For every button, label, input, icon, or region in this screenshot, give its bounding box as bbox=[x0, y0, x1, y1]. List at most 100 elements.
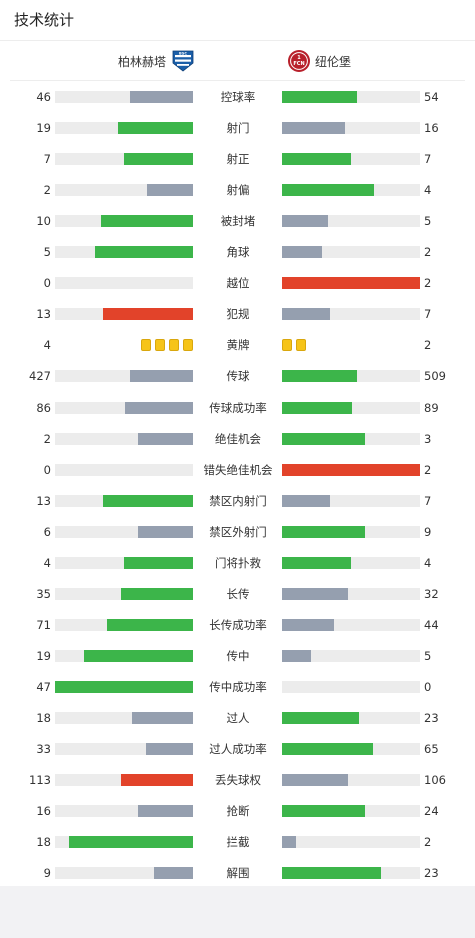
home-bar-fill bbox=[103, 308, 193, 320]
stat-row[interactable]: 19 射门 16 bbox=[0, 121, 475, 135]
home-bar-track bbox=[55, 370, 193, 382]
home-bar-track bbox=[55, 526, 193, 538]
home-bar-track bbox=[55, 246, 193, 258]
away-bar-fill bbox=[282, 588, 348, 600]
away-bar-track bbox=[282, 277, 420, 289]
home-value: 4 bbox=[43, 556, 51, 570]
away-value: 7 bbox=[424, 307, 432, 321]
away-bar-fill bbox=[282, 526, 365, 538]
away-bar-fill bbox=[282, 743, 373, 755]
away-bar-fill bbox=[282, 495, 330, 507]
stat-row[interactable]: 7 射正 7 bbox=[0, 152, 475, 166]
away-bar-track bbox=[282, 526, 420, 538]
stat-row[interactable]: 10 被封堵 5 bbox=[0, 214, 475, 228]
home-bar-fill bbox=[107, 619, 193, 631]
stat-row[interactable]: 9 解围 23 bbox=[0, 866, 475, 880]
home-bar-fill bbox=[121, 588, 193, 600]
home-bar-fill bbox=[55, 681, 193, 693]
away-bar-track bbox=[282, 588, 420, 600]
away-value: 65 bbox=[424, 742, 439, 756]
home-bar-track bbox=[55, 215, 193, 227]
home-bar-track bbox=[55, 681, 193, 693]
away-bar-track bbox=[282, 712, 420, 724]
away-team-name: 纽伦堡 bbox=[315, 54, 352, 69]
stats-panel: 技术统计 柏林赫塔 BSC 1 FCN 纽伦堡 46 控球率 54 19 射门 16 7 射正… bbox=[0, 0, 475, 886]
stat-label: 犯规 bbox=[226, 307, 250, 321]
home-value: 71 bbox=[36, 618, 51, 632]
away-bar-fill bbox=[282, 122, 345, 134]
away-bar-track bbox=[282, 184, 420, 196]
stat-row[interactable]: 0 越位 2 bbox=[0, 276, 475, 290]
away-bar-track bbox=[282, 464, 420, 476]
stat-row[interactable]: 2 射偏 4 bbox=[0, 183, 475, 197]
stat-row[interactable]: 47 传中成功率 0 bbox=[0, 680, 475, 694]
svg-text:BSC: BSC bbox=[179, 51, 187, 55]
away-bar-fill bbox=[282, 370, 357, 382]
stat-label: 丢失球权 bbox=[215, 773, 261, 787]
away-value: 16 bbox=[424, 121, 439, 135]
away-bar-fill bbox=[282, 246, 322, 258]
away-value: 2 bbox=[424, 338, 432, 352]
away-bar-fill bbox=[282, 836, 296, 848]
stat-row[interactable]: 113 丢失球权 106 bbox=[0, 773, 475, 787]
page-title: 技术统计 bbox=[14, 11, 75, 29]
away-bar-fill bbox=[282, 184, 374, 196]
title-divider bbox=[0, 40, 475, 41]
away-bar-track bbox=[282, 619, 420, 631]
stat-label: 禁区外射门 bbox=[209, 525, 267, 539]
home-value: 47 bbox=[36, 680, 51, 694]
home-bar-track bbox=[55, 277, 193, 289]
stat-row[interactable]: 6 禁区外射门 9 bbox=[0, 525, 475, 539]
home-bar-track bbox=[55, 805, 193, 817]
stat-row[interactable]: 16 抢断 24 bbox=[0, 804, 475, 818]
svg-text:FCN: FCN bbox=[293, 61, 304, 67]
home-value: 33 bbox=[36, 742, 51, 756]
away-bar-fill bbox=[282, 619, 334, 631]
stat-row[interactable]: 13 禁区内射门 7 bbox=[0, 494, 475, 508]
away-value: 3 bbox=[424, 432, 432, 446]
stat-label: 射门 bbox=[226, 121, 250, 135]
away-bar-track bbox=[282, 370, 420, 382]
stat-row[interactable]: 46 控球率 54 bbox=[0, 90, 475, 104]
stat-row[interactable]: 2 绝佳机会 3 bbox=[0, 432, 475, 446]
away-bar-track bbox=[282, 433, 420, 445]
away-team[interactable]: 1 FCN 纽伦堡 bbox=[287, 48, 351, 74]
stat-row[interactable]: 5 角球 2 bbox=[0, 245, 475, 259]
home-team[interactable]: 柏林赫塔 BSC bbox=[118, 48, 195, 74]
stat-row[interactable]: 33 过人成功率 65 bbox=[0, 742, 475, 756]
home-bar-track bbox=[55, 308, 193, 320]
home-value: 9 bbox=[43, 866, 51, 880]
stat-row[interactable]: 18 过人 23 bbox=[0, 711, 475, 725]
yellow-card-icon bbox=[296, 339, 306, 351]
away-value: 5 bbox=[424, 214, 432, 228]
yellow-card-icon bbox=[141, 339, 151, 351]
stat-row[interactable]: 4 黄牌 2 bbox=[0, 338, 475, 352]
stat-row[interactable]: 427 传球 509 bbox=[0, 369, 475, 383]
stat-row[interactable]: 13 犯规 7 bbox=[0, 307, 475, 321]
stat-label: 拦截 bbox=[226, 835, 250, 849]
stat-row[interactable]: 0 错失绝佳机会 2 bbox=[0, 463, 475, 477]
stat-row[interactable]: 4 门将扑救 4 bbox=[0, 556, 475, 570]
away-value: 89 bbox=[424, 401, 439, 415]
home-value: 19 bbox=[36, 121, 51, 135]
away-value: 7 bbox=[424, 152, 432, 166]
away-bar-fill bbox=[282, 464, 420, 476]
away-value: 32 bbox=[424, 587, 439, 601]
stat-row[interactable]: 86 传球成功率 89 bbox=[0, 401, 475, 415]
home-bar-fill bbox=[130, 370, 193, 382]
stat-row[interactable]: 35 长传 32 bbox=[0, 587, 475, 601]
away-bar-track bbox=[282, 215, 420, 227]
away-bar-fill bbox=[282, 650, 311, 662]
stat-label: 门将扑救 bbox=[215, 556, 261, 570]
away-bar-track bbox=[282, 805, 420, 817]
stat-label: 射偏 bbox=[226, 183, 250, 197]
away-bar-fill bbox=[282, 774, 348, 786]
home-bar-fill bbox=[130, 91, 193, 103]
stat-row[interactable]: 18 拦截 2 bbox=[0, 835, 475, 849]
stat-row[interactable]: 19 传中 5 bbox=[0, 649, 475, 663]
home-value: 2 bbox=[43, 183, 51, 197]
away-value: 4 bbox=[424, 556, 432, 570]
stat-row[interactable]: 71 长传成功率 44 bbox=[0, 618, 475, 632]
home-value: 4 bbox=[43, 338, 51, 352]
stat-label: 过人成功率 bbox=[209, 742, 267, 756]
